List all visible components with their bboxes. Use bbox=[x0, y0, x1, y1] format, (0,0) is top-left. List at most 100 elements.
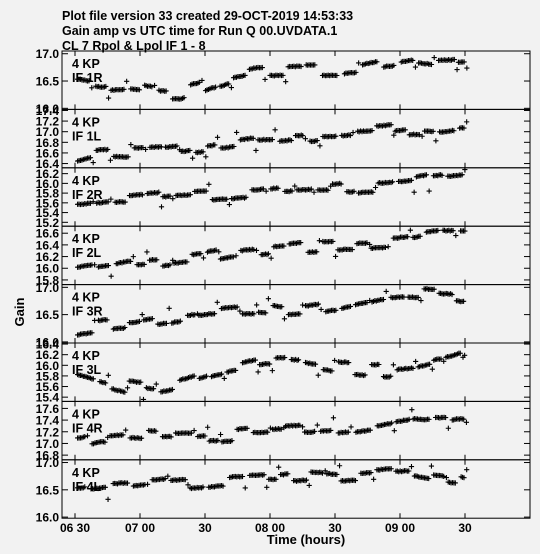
y-tick-label: 16.0 bbox=[36, 177, 60, 191]
data-point bbox=[224, 196, 230, 202]
data-point bbox=[439, 172, 445, 178]
data-point bbox=[163, 88, 169, 94]
y-axis-label: Gain bbox=[12, 297, 27, 326]
data-point bbox=[170, 196, 176, 202]
data-point bbox=[151, 82, 158, 89]
y-tick-label: 16.8 bbox=[36, 449, 60, 463]
data-point bbox=[449, 291, 455, 298]
data-point bbox=[234, 304, 240, 310]
data-point bbox=[462, 166, 468, 173]
data-point bbox=[330, 238, 336, 245]
data-point bbox=[325, 187, 331, 193]
header-line-1: Plot file version 33 created 29-OCT-2019… bbox=[62, 9, 353, 23]
data-point bbox=[144, 481, 151, 487]
data-point bbox=[90, 199, 96, 205]
data-point bbox=[123, 427, 129, 433]
data-point bbox=[453, 232, 459, 239]
y-tick-label: 16.2 bbox=[36, 348, 60, 362]
data-point bbox=[213, 247, 219, 253]
data-point bbox=[443, 414, 449, 421]
data-point bbox=[136, 318, 143, 325]
y-tick-label: 15.8 bbox=[36, 369, 60, 383]
data-point bbox=[105, 496, 111, 502]
data-point bbox=[441, 473, 447, 480]
data-point bbox=[265, 296, 272, 302]
data-point bbox=[410, 57, 416, 64]
data-point bbox=[221, 375, 227, 382]
x-tick-label: 09 00 bbox=[385, 521, 415, 535]
data-point bbox=[203, 154, 209, 160]
data-point bbox=[380, 296, 387, 303]
data-point bbox=[217, 431, 224, 438]
data-point bbox=[124, 78, 130, 84]
data-point bbox=[372, 184, 379, 191]
data-point bbox=[427, 361, 433, 367]
data-point bbox=[333, 307, 339, 313]
data-point bbox=[242, 72, 248, 78]
data-point bbox=[410, 365, 416, 372]
data-point bbox=[314, 422, 320, 428]
data-point bbox=[265, 429, 271, 435]
panel-antenna-label: 4 KP bbox=[72, 349, 100, 363]
data-point bbox=[462, 228, 468, 234]
data-point bbox=[242, 485, 248, 491]
data-point bbox=[253, 247, 260, 254]
data-point bbox=[226, 201, 233, 208]
data-point bbox=[311, 189, 317, 195]
data-point bbox=[252, 357, 258, 363]
data-point bbox=[388, 466, 394, 472]
data-point bbox=[431, 286, 437, 292]
data-point bbox=[280, 72, 286, 78]
data-point bbox=[329, 368, 335, 374]
data-point bbox=[177, 318, 183, 324]
data-point bbox=[330, 415, 337, 421]
data-point bbox=[451, 128, 457, 134]
data-point bbox=[212, 84, 219, 90]
y-tick-label: 15.6 bbox=[36, 196, 60, 210]
y-tick-label: 17.4 bbox=[36, 414, 60, 428]
y-tick-label: 17.2 bbox=[36, 115, 60, 129]
data-point bbox=[461, 125, 467, 131]
data-point bbox=[140, 144, 146, 151]
data-point bbox=[281, 316, 288, 322]
data-point bbox=[229, 438, 235, 444]
data-point bbox=[314, 249, 320, 255]
data-point bbox=[368, 469, 374, 476]
panel-channel-label: IF 2R bbox=[72, 188, 103, 202]
data-point bbox=[353, 69, 359, 75]
data-point bbox=[429, 366, 435, 372]
data-point bbox=[184, 259, 190, 265]
data-point bbox=[356, 60, 362, 66]
data-point bbox=[122, 199, 128, 205]
data-point bbox=[92, 262, 98, 268]
data-point bbox=[144, 249, 150, 255]
data-point bbox=[269, 368, 275, 374]
data-point bbox=[297, 311, 303, 317]
data-point bbox=[390, 362, 397, 368]
data-point bbox=[461, 475, 467, 481]
data-point bbox=[233, 367, 239, 374]
data-point bbox=[295, 357, 302, 363]
data-point bbox=[122, 324, 128, 331]
data-point bbox=[102, 484, 108, 490]
data-point bbox=[461, 59, 467, 65]
data-point bbox=[350, 129, 356, 136]
data-point bbox=[385, 244, 391, 250]
panel-channel-label: IF 1L bbox=[72, 129, 102, 143]
panel-frame bbox=[61, 108, 531, 169]
y-tick-label: 16.2 bbox=[36, 167, 60, 181]
data-point bbox=[167, 262, 173, 268]
data-point bbox=[370, 189, 376, 195]
data-point bbox=[391, 428, 397, 434]
data-point bbox=[426, 188, 432, 194]
data-point bbox=[105, 199, 111, 205]
data-point bbox=[389, 179, 396, 185]
data-point bbox=[200, 149, 206, 155]
data-point bbox=[308, 186, 314, 192]
data-point bbox=[433, 138, 439, 144]
data-point bbox=[292, 183, 298, 189]
data-point bbox=[165, 473, 171, 479]
data-point bbox=[460, 298, 467, 304]
